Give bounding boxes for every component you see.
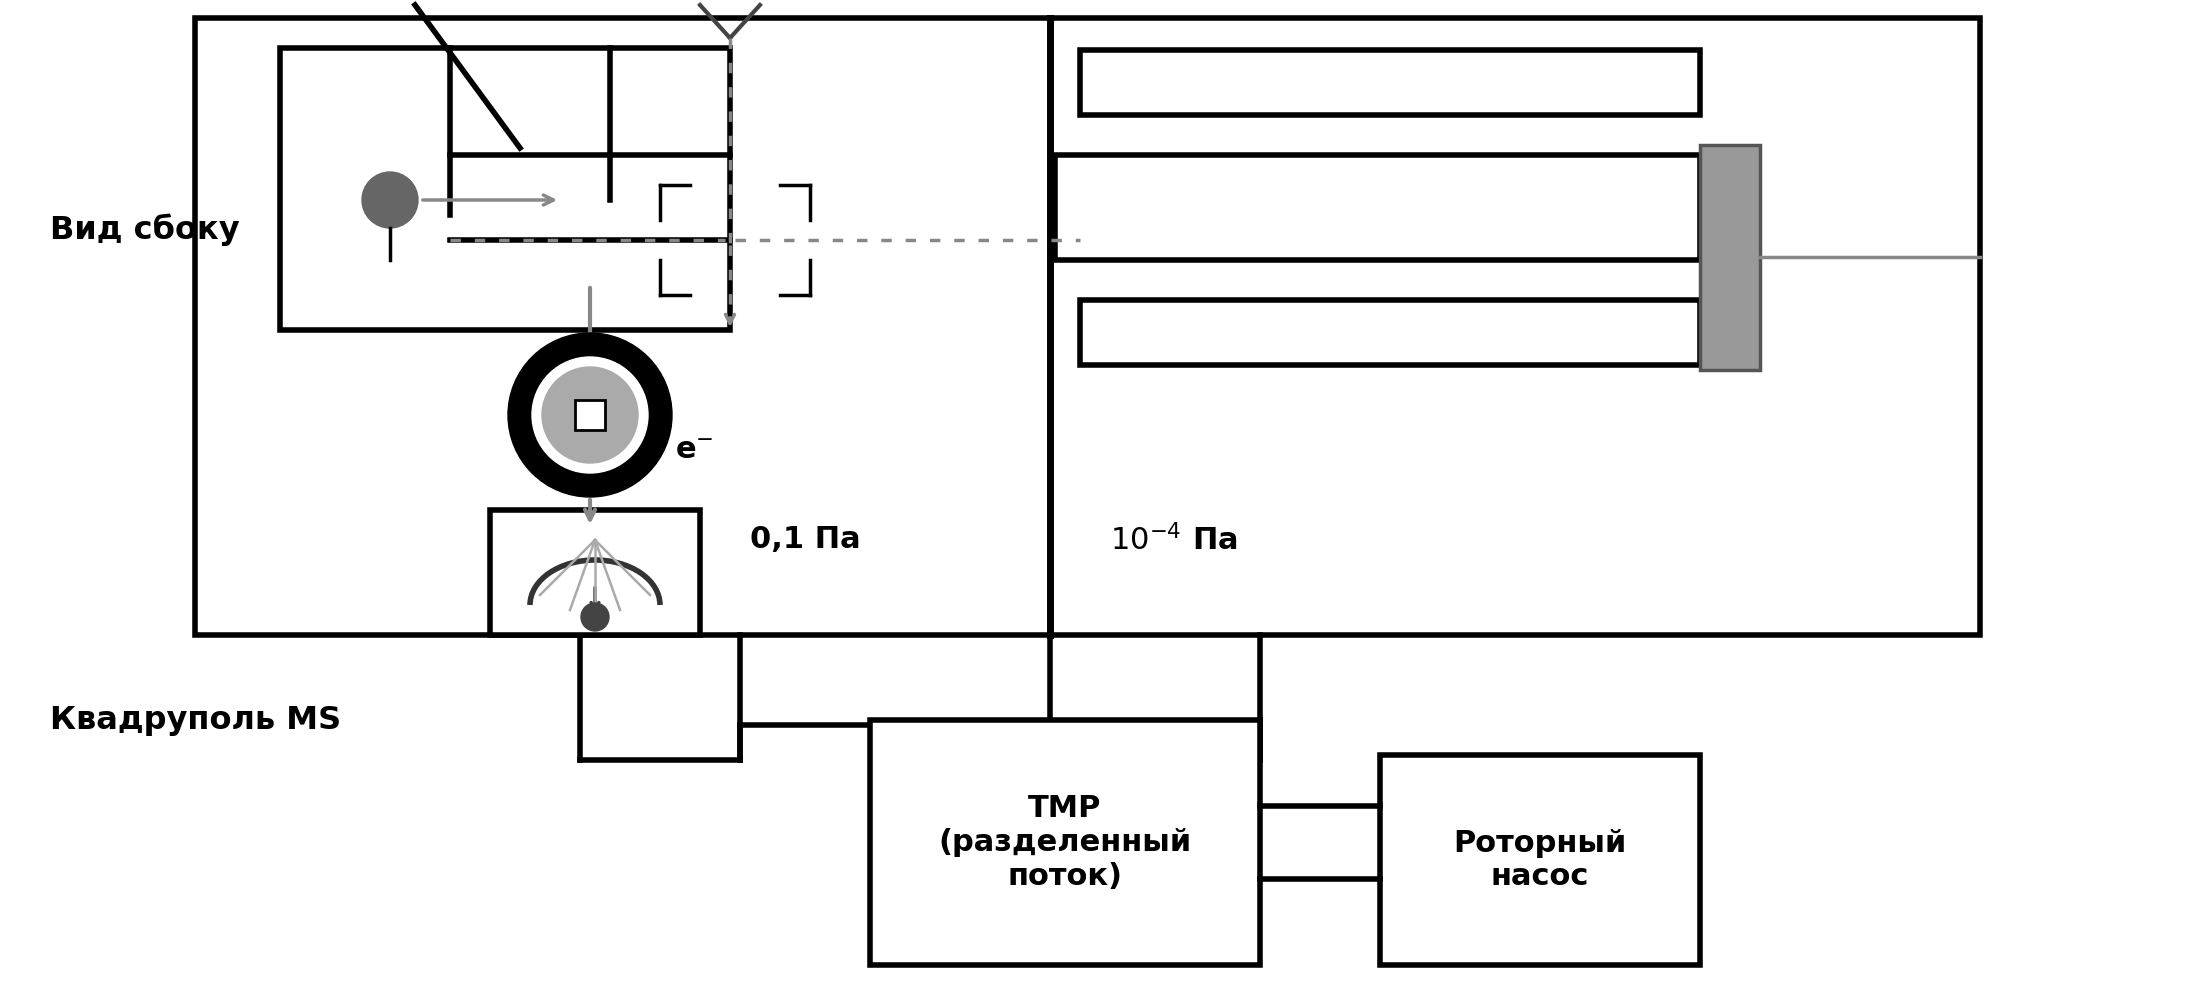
Circle shape [532,357,648,473]
Bar [1380,755,1700,965]
Bar [1081,50,1700,115]
Text: Квадруполь MS: Квадруполь MS [51,705,341,735]
Text: Вид сбоку: Вид сбоку [51,214,239,246]
Bar [870,720,1261,965]
Bar [1700,145,1760,370]
Text: Роторный
насос: Роторный насос [1452,828,1626,891]
Circle shape [508,333,672,497]
Bar [1081,300,1700,365]
Text: 0,1 Па: 0,1 Па [749,525,861,555]
Bar [1055,155,1700,260]
Bar [279,48,729,330]
Text: $10^{-4}$ Па: $10^{-4}$ Па [1109,524,1237,556]
Text: ТМР
(разделенный
поток): ТМР (разделенный поток) [938,795,1191,891]
Circle shape [580,603,609,631]
Bar [576,400,604,430]
Circle shape [543,367,637,463]
Text: e$^{-}$: e$^{-}$ [674,435,714,465]
Circle shape [363,172,417,228]
Bar [490,510,701,635]
Bar [196,18,1979,635]
